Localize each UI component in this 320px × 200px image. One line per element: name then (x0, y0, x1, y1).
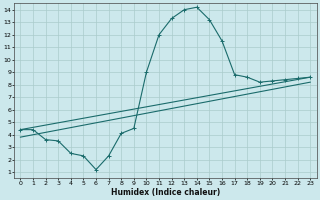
X-axis label: Humidex (Indice chaleur): Humidex (Indice chaleur) (111, 188, 220, 197)
